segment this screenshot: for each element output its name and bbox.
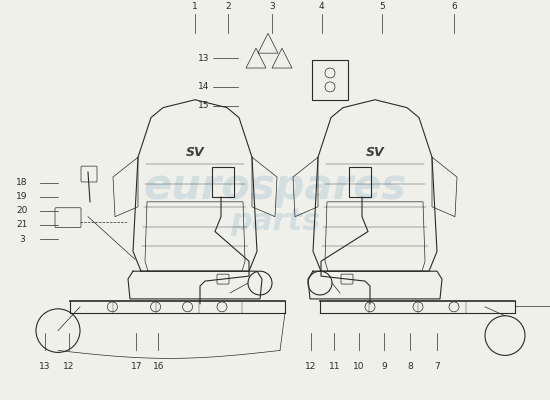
Text: 20: 20 (16, 206, 28, 215)
Text: 4: 4 (319, 2, 324, 10)
Text: 6: 6 (451, 2, 456, 10)
Text: 12: 12 (305, 362, 316, 371)
Text: 21: 21 (16, 220, 28, 229)
Text: 13: 13 (40, 362, 51, 371)
Text: 9: 9 (381, 362, 387, 371)
Text: 18: 18 (16, 178, 28, 187)
Text: SV: SV (186, 146, 204, 159)
Text: parts: parts (230, 207, 320, 236)
Text: 3: 3 (270, 2, 275, 10)
Text: 13: 13 (198, 54, 210, 63)
Text: 19: 19 (16, 192, 28, 201)
Text: eurospares: eurospares (144, 166, 406, 208)
Text: 16: 16 (153, 362, 164, 371)
Text: 5: 5 (379, 2, 385, 10)
Text: 8: 8 (407, 362, 412, 371)
Text: 12: 12 (63, 362, 74, 371)
Text: 15: 15 (198, 101, 210, 110)
Text: 17: 17 (131, 362, 142, 371)
Bar (312, 60, 348, 100)
Text: 11: 11 (329, 362, 340, 371)
Text: SV: SV (366, 146, 384, 159)
Bar (349, 167, 371, 197)
Text: 3: 3 (19, 235, 25, 244)
Text: 10: 10 (353, 362, 364, 371)
Text: 1: 1 (192, 2, 198, 10)
Bar (212, 167, 234, 197)
Text: 7: 7 (434, 362, 440, 371)
Text: 14: 14 (198, 82, 210, 91)
Text: 2: 2 (226, 2, 231, 10)
